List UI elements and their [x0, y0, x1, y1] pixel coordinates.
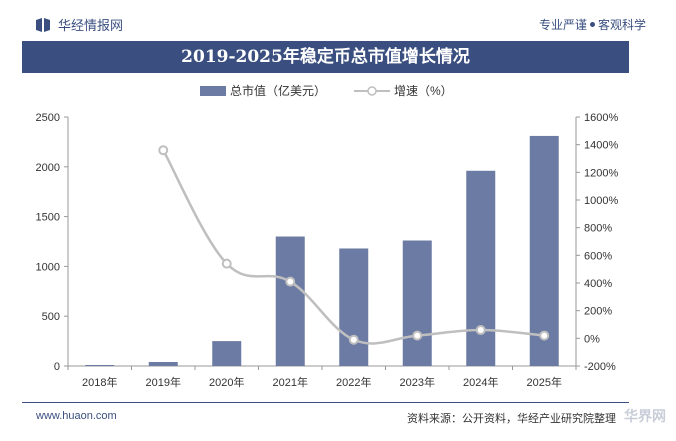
right-tick-label: 0%	[584, 333, 600, 345]
slogan-left: 专业严谨	[538, 18, 587, 32]
right-tick-label: 200%	[584, 306, 612, 318]
growth-point-2024年[interactable]	[475, 325, 486, 336]
right-tick-label: -200%	[584, 361, 616, 373]
growth-point-2023年[interactable]	[412, 330, 423, 341]
x-tick-label: 2024年	[463, 375, 498, 389]
header: 华经情报网 专业严谨 客观科学	[22, 12, 650, 38]
left-tick-label: 0	[54, 361, 60, 373]
x-tick-label: 2025年	[527, 375, 562, 389]
chart-title: 2019-2025年稳定币总市值增长情况	[22, 41, 629, 73]
growth-point-2025年[interactable]	[539, 330, 550, 341]
right-tick-label: 1400%	[584, 140, 618, 152]
x-tick-label: 2019年	[146, 375, 181, 389]
bar-2023年[interactable]	[402, 240, 432, 366]
x-tick-label: 2020年	[209, 375, 244, 389]
bar-2019年[interactable]	[148, 362, 178, 366]
bar-2018年[interactable]	[85, 365, 115, 366]
slogan-right: 客观科学	[597, 18, 646, 32]
legend-line-swatch	[354, 85, 391, 96]
legend: 总市值（亿美元） 增速（%）	[200, 82, 453, 99]
right-tick-label: 400%	[584, 278, 612, 290]
growth-point-2021年[interactable]	[285, 276, 296, 287]
bar-2021年[interactable]	[275, 236, 305, 366]
left-tick-label: 1500	[36, 212, 60, 224]
slogan-dot-icon	[589, 22, 595, 28]
legend-bar-label: 总市值（亿美元）	[230, 84, 327, 98]
footer-website[interactable]: www.huaon.com	[36, 410, 117, 422]
left-tick-label: 500	[42, 311, 60, 323]
left-tick-label: 2000	[36, 162, 60, 174]
footer-source: 资料来源：公开资料，华经产业研究院整理	[407, 413, 616, 425]
legend-bar-swatch	[200, 85, 226, 96]
x-tick-label: 2021年	[273, 375, 308, 389]
bar-2022年[interactable]	[339, 248, 369, 366]
footer-divider	[22, 402, 629, 403]
left-tick-label: 1000	[36, 261, 60, 273]
bar-2025年[interactable]	[529, 135, 559, 366]
x-tick-label: 2018年	[82, 375, 117, 389]
growth-point-2019年[interactable]	[158, 145, 169, 156]
legend-item-growth[interactable]: 增速（%）	[354, 82, 453, 99]
brand-name: 华经情报网	[58, 18, 124, 33]
legend-line-label: 增速（%）	[394, 84, 453, 98]
brand[interactable]: 华经情报网	[36, 15, 123, 34]
bar-2024年[interactable]	[466, 170, 496, 366]
right-tick-label: 1000%	[584, 195, 618, 207]
x-tick-label: 2022年	[336, 375, 371, 389]
growth-point-2020年[interactable]	[221, 258, 232, 269]
brand-logo-icon	[36, 17, 50, 32]
corner-watermark: 华界网	[624, 408, 666, 424]
growth-point-2022年[interactable]	[348, 334, 359, 345]
right-tick-label: 1600%	[584, 112, 618, 124]
right-tick-label: 800%	[584, 223, 612, 235]
x-tick-label: 2023年	[400, 375, 435, 389]
bar-2020年[interactable]	[212, 341, 242, 366]
legend-item-market-cap[interactable]: 总市值（亿美元）	[200, 82, 326, 99]
left-tick-label: 2500	[36, 112, 60, 124]
slogan: 专业严谨 客观科学	[539, 16, 646, 33]
right-tick-label: 1200%	[584, 167, 618, 179]
right-tick-label: 600%	[584, 250, 612, 262]
